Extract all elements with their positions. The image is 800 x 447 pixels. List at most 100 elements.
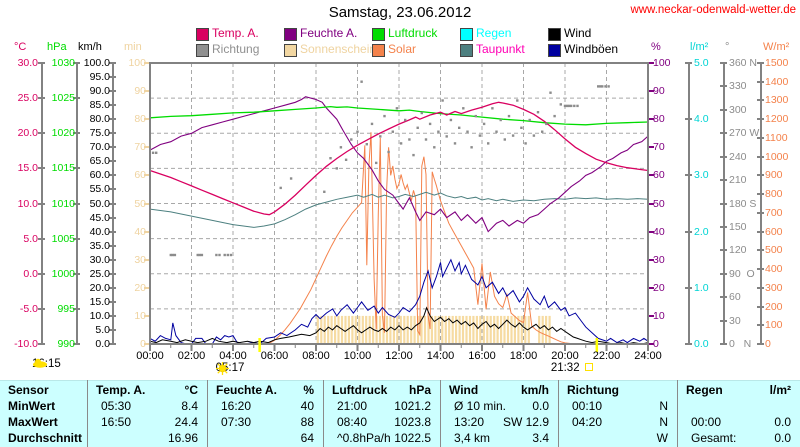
legend-swatch-feuchtea <box>284 28 297 41</box>
table-cell-time: 00:10 <box>572 399 603 413</box>
wind-direction-dot <box>399 142 403 145</box>
day-length: 16:15 <box>32 358 72 370</box>
axis-tick-label-solar: 800 <box>765 188 783 201</box>
axis-tick-label-pressure: 1020 <box>51 127 75 140</box>
sunshine-bar <box>548 315 551 344</box>
table-cell-value: 1021.2 <box>394 399 431 413</box>
sunshine-bar <box>351 315 354 344</box>
axis-tick-temperature <box>38 167 45 170</box>
wind-direction-dot <box>387 150 390 154</box>
page-title: Samstag, 23.06.2012 <box>328 4 472 21</box>
sunshine-bar <box>472 315 475 344</box>
axis-tick-wind <box>109 146 116 149</box>
axis-tick-label-wind: 15.0 <box>89 295 110 308</box>
axis-tick-label-rain: 2.0 <box>694 225 709 238</box>
wind-direction-dot <box>499 118 502 122</box>
axis-tick-label-solar: 0 <box>765 338 771 350</box>
wind-direction-dot <box>171 253 174 257</box>
wind-direction-dot <box>350 138 353 141</box>
axis-tick-label-wind: 95.0 <box>89 71 110 84</box>
sunshine-bar <box>354 315 357 344</box>
axis-tick-label-wind: 10.0 <box>89 309 110 322</box>
axis-tick-temperature <box>38 62 45 64</box>
axis-tick-label-temperature: -5.0 <box>19 302 38 315</box>
table-cell-value: 64 <box>300 431 314 445</box>
sunshine-bar <box>382 315 385 344</box>
sunshine-bar <box>437 315 440 344</box>
axis-tick-label-sunshine: 90 <box>134 85 146 98</box>
website-link[interactable]: www.neckar-odenwald-wetter.de <box>630 4 796 16</box>
axis-tick-pressure <box>73 272 80 275</box>
axis-tick-label-humidity: 60 <box>653 169 665 182</box>
axis-tick-direction <box>720 343 727 345</box>
axis-tick-sunshine <box>144 90 149 93</box>
legend-label: Sonnenschein <box>300 42 377 56</box>
axis-tick-wind <box>109 258 116 261</box>
wind-direction-dot <box>511 134 515 137</box>
sunshine-bar <box>517 315 520 344</box>
wind-direction-dot <box>601 85 604 88</box>
axis-tick-label-sunshine: 100 <box>128 57 146 69</box>
axis-tick-label-wind: 35.0 <box>89 239 110 252</box>
legend-swatch-windben <box>548 44 561 57</box>
axis-tick-label-direction: 270 W <box>729 127 760 140</box>
axis-tick-label-wind: 55.0 <box>89 183 110 196</box>
sunshine-bar <box>444 315 447 344</box>
table-cell-value: 8.4 <box>181 399 198 413</box>
axis-tick-wind <box>109 62 116 64</box>
table-column-separator <box>440 380 441 447</box>
axis-tick-solar <box>757 99 764 102</box>
axis-tick-sunshine <box>144 118 149 121</box>
legend-swatch-solar <box>372 44 385 57</box>
axis-tick-wind <box>109 216 116 219</box>
wind-direction-dot <box>173 253 177 257</box>
axis-tick-direction <box>720 272 727 275</box>
axis-tick-label-solar: 400 <box>765 263 783 276</box>
axis-tick-label-rain: 3.0 <box>694 169 709 182</box>
axis-tick-temperature <box>38 202 45 205</box>
axis-tick-wind <box>109 230 116 233</box>
axis-tick-sunshine <box>144 343 149 345</box>
axis-tick-label-pressure: 1030 <box>51 57 75 69</box>
axis-tick-label-pressure: 1000 <box>51 267 75 280</box>
wind-direction-dot <box>597 85 600 88</box>
wind-direction-dot <box>536 111 540 114</box>
wind-direction-dot <box>437 130 440 133</box>
axis-tick-wind <box>109 328 116 331</box>
wind-direction-dot <box>416 126 419 129</box>
wind-direction-dot <box>573 104 576 108</box>
sunshine-bar <box>451 315 454 344</box>
table-cell-value: 0.0 <box>532 399 549 413</box>
wind-direction-dot <box>365 143 368 146</box>
wind-direction-dot <box>329 157 332 160</box>
series-humidity-line <box>149 96 649 233</box>
sunshine-bar <box>399 315 402 344</box>
axis-tick-label-temperature: 15.0 <box>17 162 38 175</box>
sunshine-bar <box>392 315 395 344</box>
legend-label: Richtung <box>212 42 260 56</box>
axis-tick-label-sunshine: 70 <box>134 141 146 154</box>
axis-tick-label-sunshine: 0 <box>140 338 146 350</box>
axis-tick-sunshine <box>144 62 149 64</box>
sunshine-bar <box>396 315 399 344</box>
wind-direction-dot <box>323 190 326 193</box>
axis-tick-label-humidity: 80 <box>653 113 665 126</box>
axis-tick-label-wind: 85.0 <box>89 99 110 112</box>
legend-swatch-sonnenschein <box>284 44 297 57</box>
series-dewpoint-line <box>149 191 649 228</box>
sunrise-time: 05:17 <box>215 362 248 375</box>
sunshine-bar <box>479 315 482 344</box>
sunshine-bar <box>475 315 478 344</box>
wind-direction-dot <box>449 118 453 122</box>
wind-direction-dot <box>567 104 571 108</box>
wind-direction-dot <box>155 151 158 154</box>
axis-tick-sunshine <box>144 146 149 149</box>
axis-tick-label-pressure: 1025 <box>51 92 75 105</box>
wind-direction-dot <box>289 177 293 180</box>
sunshine-bar <box>458 315 461 344</box>
axis-tick-label-humidity: 30 <box>653 253 665 266</box>
wind-direction-dot <box>395 107 399 110</box>
sunshine-bar <box>496 315 499 344</box>
axis-tick-wind <box>109 314 116 317</box>
